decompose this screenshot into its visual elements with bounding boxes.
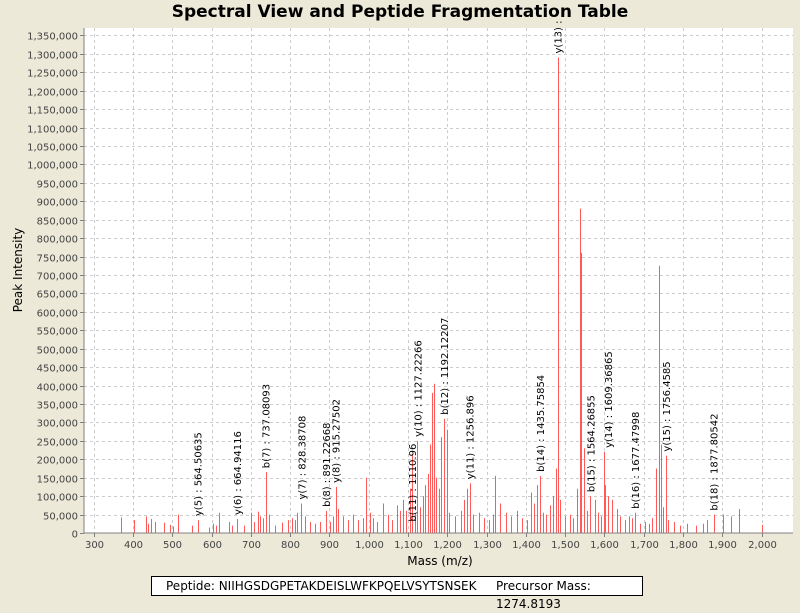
fragment-label: y(7) : 828.38708 bbox=[297, 416, 308, 500]
chart-svg: 0 50,000 100,000 150,000 200,000 250,000 300,0… bbox=[11, 20, 793, 568]
fragment-label: y(8) : 915.27502 bbox=[332, 399, 343, 483]
x-tick-label: 900 bbox=[320, 540, 339, 551]
fragment-label: y(10) : 1127.22266 bbox=[413, 340, 424, 437]
y-tick-label: 450,000 bbox=[37, 364, 78, 375]
fragment-label: y(6) : 664.94116 bbox=[233, 431, 244, 515]
y-tick-label: 1,350,000 bbox=[27, 32, 78, 43]
peptide-sequence: Peptide: NIIHGSDGPETAKDEISLWFKPQELVSYTSN… bbox=[166, 579, 477, 593]
y-tick-label: 750,000 bbox=[37, 254, 78, 265]
fragment-label: b(16) : 1677.47998 bbox=[631, 412, 642, 509]
y-tick-label: 50,000 bbox=[43, 512, 78, 523]
fragment-label: b(18) : 1877.80542 bbox=[710, 414, 721, 511]
x-tick-label: 2,000 bbox=[748, 540, 777, 551]
x-tick-label: 1,200 bbox=[433, 540, 462, 551]
peptide-info-box: Peptide: NIIHGSDGPETAKDEISLWFKPQELVSYTSN… bbox=[151, 576, 643, 611]
x-axis-label: Mass (m/z) bbox=[407, 554, 472, 568]
y-tick-label: 0 bbox=[72, 530, 78, 541]
y-tick-label: 350,000 bbox=[37, 401, 78, 412]
x-tick-label: 400 bbox=[124, 540, 143, 551]
y-tick-label: 650,000 bbox=[37, 290, 78, 301]
y-tick-label: 950,000 bbox=[37, 180, 78, 191]
label-layer: y(5) : 564.50635 y(6) : 664.94116 b(7) : 7… bbox=[194, 20, 721, 521]
y-tick-label: 800,000 bbox=[37, 235, 78, 246]
y-tick-label: 600,000 bbox=[37, 309, 78, 320]
plot-area bbox=[84, 28, 793, 533]
y-tick-label: 300,000 bbox=[37, 419, 78, 430]
y-tick-label: 400,000 bbox=[37, 383, 78, 394]
x-tick-label: 300 bbox=[85, 540, 104, 551]
y-tick-label: 250,000 bbox=[37, 438, 78, 449]
peak-layer bbox=[121, 57, 763, 533]
y-tick-label: 1,200,000 bbox=[27, 88, 78, 99]
y-tick-label: 550,000 bbox=[37, 327, 78, 338]
x-tick-label: 1,500 bbox=[551, 540, 580, 551]
fragment-label: y(11) : 1256.896 bbox=[466, 395, 477, 479]
y-tick-label: 700,000 bbox=[37, 272, 78, 283]
x-tick-label: 1,600 bbox=[590, 540, 619, 551]
fragment-label: b(11) : 1110.96 bbox=[408, 444, 419, 522]
axis-layer: 0 50,000 100,000 150,000 200,000 250,000 300,0… bbox=[27, 28, 793, 551]
x-tick-label: 1,900 bbox=[708, 540, 737, 551]
y-tick-label: 1,150,000 bbox=[27, 106, 78, 117]
grid-layer bbox=[84, 28, 793, 533]
y-tick-label: 900,000 bbox=[37, 198, 78, 209]
x-tick-label: 1,100 bbox=[394, 540, 423, 551]
y-tick-label: 1,100,000 bbox=[27, 125, 78, 136]
y-tick-label: 1,300,000 bbox=[27, 51, 78, 62]
x-tick-label: 1,800 bbox=[669, 540, 698, 551]
y-tick-label: 500,000 bbox=[37, 346, 78, 357]
fragment-label: y(15) : 1756.4585 bbox=[662, 361, 673, 451]
x-tick-label: 500 bbox=[163, 540, 182, 551]
y-tick-label: 850,000 bbox=[37, 217, 78, 228]
fragment-label: y(5) : 564.50635 bbox=[194, 432, 205, 516]
y-tick-label: 1,250,000 bbox=[27, 69, 78, 80]
x-tick-label: 1,000 bbox=[355, 540, 384, 551]
fragment-label: b(15) : 1564.26855 bbox=[586, 395, 597, 492]
y-tick-label: 200,000 bbox=[37, 456, 78, 467]
y-tick-label: 100,000 bbox=[37, 493, 78, 504]
x-tick-label: 700 bbox=[242, 540, 261, 551]
x-tick-label: 1,300 bbox=[473, 540, 502, 551]
y-axis-label: Peak Intensity bbox=[11, 228, 25, 313]
fragment-label: b(8) : 891.22668 bbox=[322, 423, 333, 507]
fragment-label: b(14) : 1435.75854 bbox=[536, 375, 547, 472]
fragment-label: b(12) : 1192.12207 bbox=[440, 318, 451, 415]
fragment-label: y(13) : bbox=[554, 20, 565, 53]
chart-title: Spectral View and Peptide Fragmentation … bbox=[171, 2, 629, 22]
fragment-label: b(7) : 737.08093 bbox=[262, 384, 273, 468]
y-tick-label: 1,050,000 bbox=[27, 143, 78, 154]
x-tick-label: 1,400 bbox=[512, 540, 541, 551]
y-tick-label: 150,000 bbox=[37, 475, 78, 486]
x-tick-label: 600 bbox=[203, 540, 222, 551]
x-tick-label: 1,700 bbox=[630, 540, 659, 551]
y-tick-label: 1,000,000 bbox=[27, 161, 78, 172]
fragment-label: y(14) : 1609.36865 bbox=[604, 351, 615, 448]
x-tick-label: 800 bbox=[281, 540, 300, 551]
precursor-mass: Precursor Mass: 1274.8193 bbox=[496, 579, 591, 611]
